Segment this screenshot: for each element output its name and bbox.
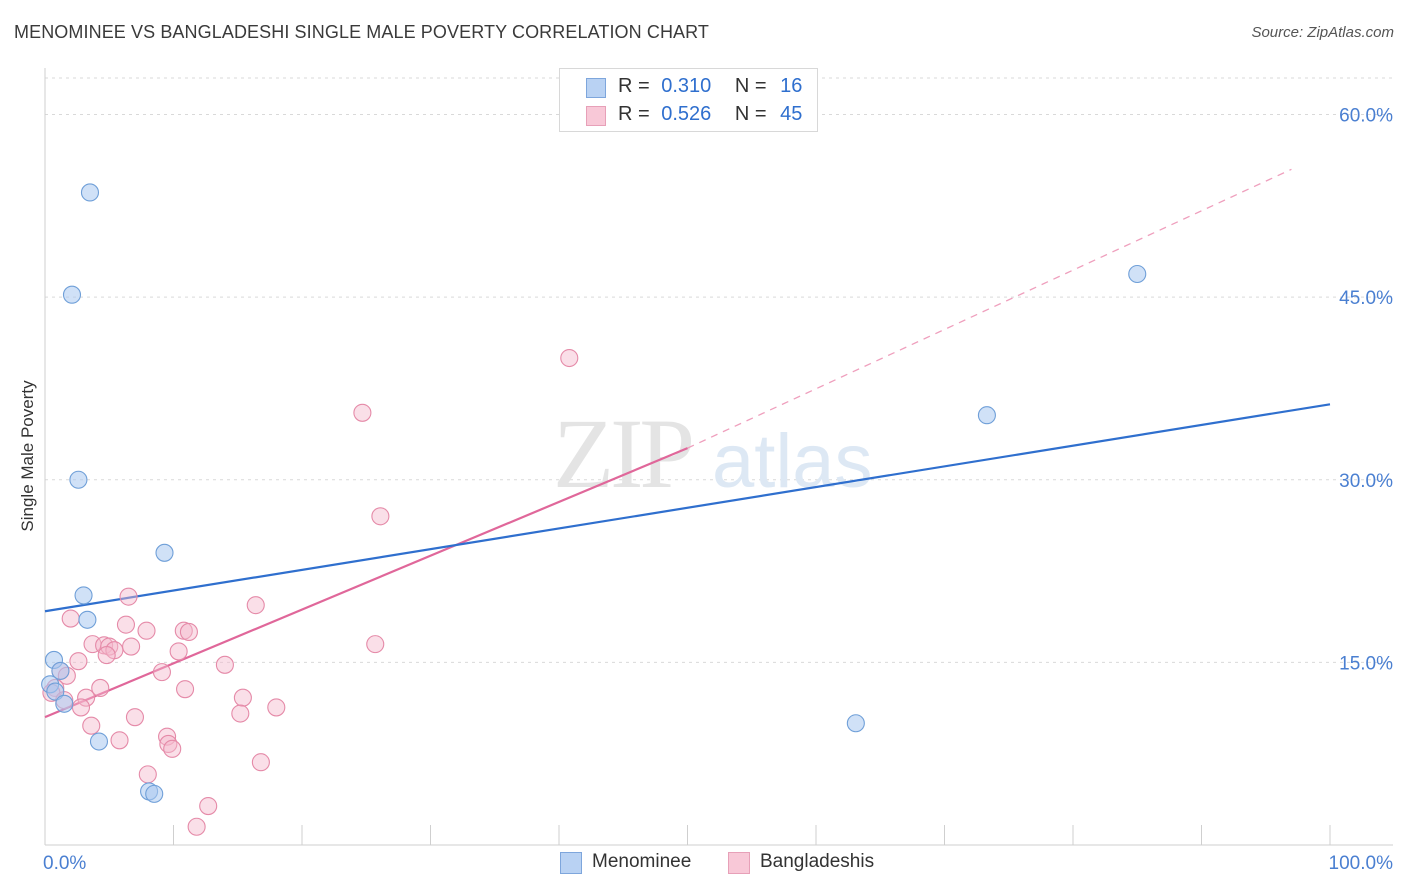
point-bangladeshis: [267, 698, 286, 717]
point-menominee: [846, 714, 865, 733]
point-bangladeshis: [179, 622, 198, 641]
trendlines: [44, 168, 1331, 719]
watermark-zip: ZIP: [553, 398, 691, 509]
y-tick-label: 30.0%: [1339, 471, 1393, 492]
point-bangladeshis: [366, 635, 385, 654]
point-bangladeshis: [91, 678, 110, 697]
trendline-bangladeshis: [44, 447, 688, 719]
point-menominee: [89, 732, 109, 751]
point-menominee: [78, 610, 97, 629]
point-bangladeshis: [169, 642, 188, 661]
legend-label-menominee: Menominee: [592, 851, 692, 872]
y-tick-labels: 15.0% 30.0% 45.0% 60.0%: [1339, 106, 1393, 675]
point-bangladeshis: [69, 652, 88, 671]
x-tick-label: 100.0%: [1329, 853, 1394, 874]
point-menominee: [62, 285, 82, 304]
point-bangladeshis: [163, 739, 182, 758]
point-menominee: [80, 183, 100, 202]
legend-label-bangladeshis: Bangladeshis: [760, 851, 875, 872]
point-bangladeshis: [97, 646, 116, 665]
source-label: Source: ZipAtlas.com: [1251, 24, 1394, 41]
point-bangladeshis: [176, 680, 195, 699]
y-tick-label: 15.0%: [1339, 653, 1393, 674]
axes: [44, 68, 1393, 846]
point-bangladeshis: [138, 765, 157, 784]
r-value: 0.526: [661, 103, 712, 125]
n-label: N =: [734, 75, 767, 97]
bangladeshis-legend-swatch: [728, 852, 750, 874]
point-bangladeshis: [110, 731, 129, 750]
menominee-legend-swatch: [560, 852, 582, 874]
point-bangladeshis: [233, 688, 252, 707]
point-bangladeshis: [353, 403, 372, 422]
point-bangladeshis: [125, 708, 144, 727]
bangladeshis-swatch: [586, 106, 606, 126]
stats-legend: R = 0.310 N = 16 R = 0.526 N = 45: [559, 68, 818, 132]
y-axis-title: Single Male Poverty: [18, 380, 37, 532]
r-value: 0.310: [661, 75, 712, 97]
point-bangladeshis: [560, 348, 579, 368]
point-menominee: [69, 470, 88, 489]
point-menominee: [51, 661, 70, 680]
n-value: 16: [780, 75, 803, 97]
point-bangladeshis: [71, 698, 91, 717]
point-menominee: [74, 586, 93, 605]
point-bangladeshis: [251, 753, 270, 772]
data-points: [41, 183, 1147, 836]
point-bangladeshis: [246, 596, 265, 615]
point-bangladeshis: [199, 796, 218, 816]
n-value: 45: [780, 103, 803, 125]
point-bangladeshis: [137, 621, 156, 640]
point-bangladeshis: [119, 587, 138, 606]
watermark: ZIP atlas: [553, 398, 873, 509]
point-menominee: [1128, 264, 1147, 284]
y-tick-label: 60.0%: [1339, 106, 1393, 127]
point-bangladeshis: [215, 655, 234, 674]
r-label: R =: [618, 103, 650, 125]
point-menominee: [977, 406, 996, 425]
point-bangladeshis: [77, 688, 96, 707]
point-menominee: [46, 682, 65, 701]
gridlines: [45, 77, 1393, 663]
point-bangladeshis: [122, 637, 141, 656]
trendline-menominee: [44, 403, 1331, 613]
point-bangladeshis: [152, 663, 171, 682]
x-tick-label: 0.0%: [43, 853, 86, 874]
chart-title: MENOMINEE VS BANGLADESHI SINGLE MALE POV…: [14, 22, 710, 42]
point-bangladeshis: [82, 716, 101, 735]
point-bangladeshis: [231, 704, 250, 723]
r-label: R =: [618, 75, 650, 97]
x-tick-labels: 0.0% 100.0%: [43, 853, 1393, 874]
trendline-bangladeshis-extension: [687, 168, 1292, 449]
point-bangladeshis: [371, 507, 390, 526]
n-label: N =: [734, 103, 767, 125]
point-bangladeshis: [116, 615, 136, 634]
point-menominee: [55, 694, 74, 713]
menominee-swatch: [586, 78, 606, 98]
point-bangladeshis: [61, 609, 80, 628]
point-bangladeshis: [187, 817, 206, 836]
point-menominee: [145, 784, 164, 803]
point-menominee: [155, 543, 174, 562]
y-tick-label: 45.0%: [1339, 288, 1393, 309]
